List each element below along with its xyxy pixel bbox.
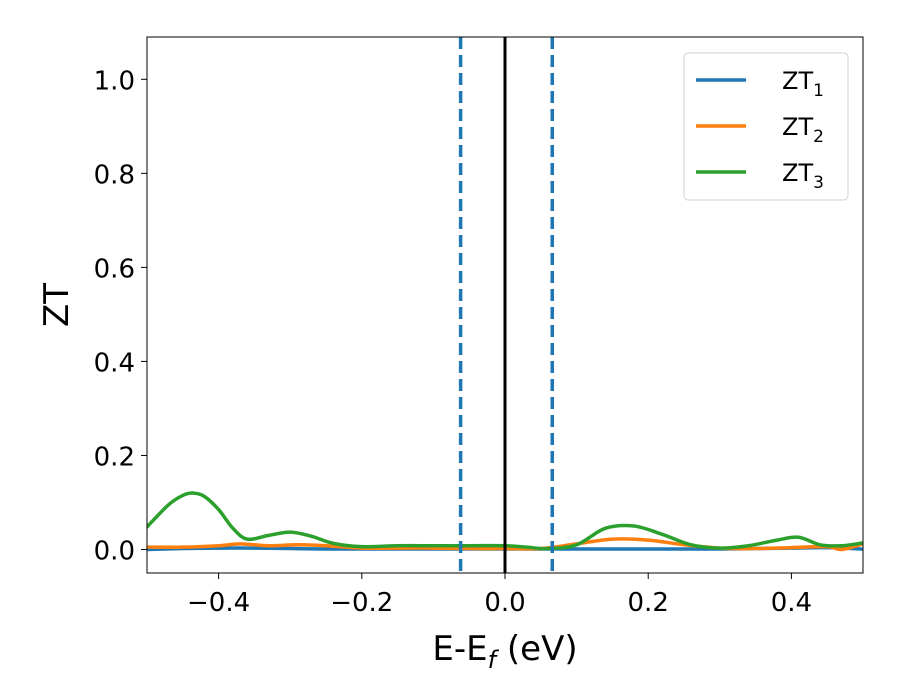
y-tick-label: 1.0 <box>94 66 135 96</box>
y-tick-label: 0.4 <box>94 348 135 378</box>
y-tick-label: 0.0 <box>94 536 135 566</box>
x-tick-label: 0.2 <box>628 588 669 618</box>
legend: ZT1 ZT2 ZT3 <box>683 52 849 201</box>
legend-label-zt1: ZT1 <box>782 67 824 101</box>
series-line-zt3 <box>147 491 863 551</box>
axes: −0.4 −0.2 0.0 0.2 0.4 0.0 0.2 0.4 0.6 0.8 1.0 E-Ef … <box>37 36 864 674</box>
legend-box <box>683 52 849 201</box>
x-tick-label: 0.0 <box>484 588 525 618</box>
y-tick-label: 0.2 <box>94 442 135 472</box>
x-tick-label: −0.2 <box>330 588 393 618</box>
x-axis-label: E-Ef (eV) <box>432 629 577 674</box>
x-tick-label: 0.4 <box>771 588 812 618</box>
plot-area <box>147 37 863 573</box>
y-tick-label: 0.6 <box>94 254 135 284</box>
legend-label-zt2: ZT2 <box>782 113 824 147</box>
y-axis-label: ZT <box>37 283 77 327</box>
y-tick-label: 0.8 <box>94 160 135 190</box>
x-tick-label: −0.4 <box>187 588 250 618</box>
legend-label-zt3: ZT3 <box>782 159 824 193</box>
